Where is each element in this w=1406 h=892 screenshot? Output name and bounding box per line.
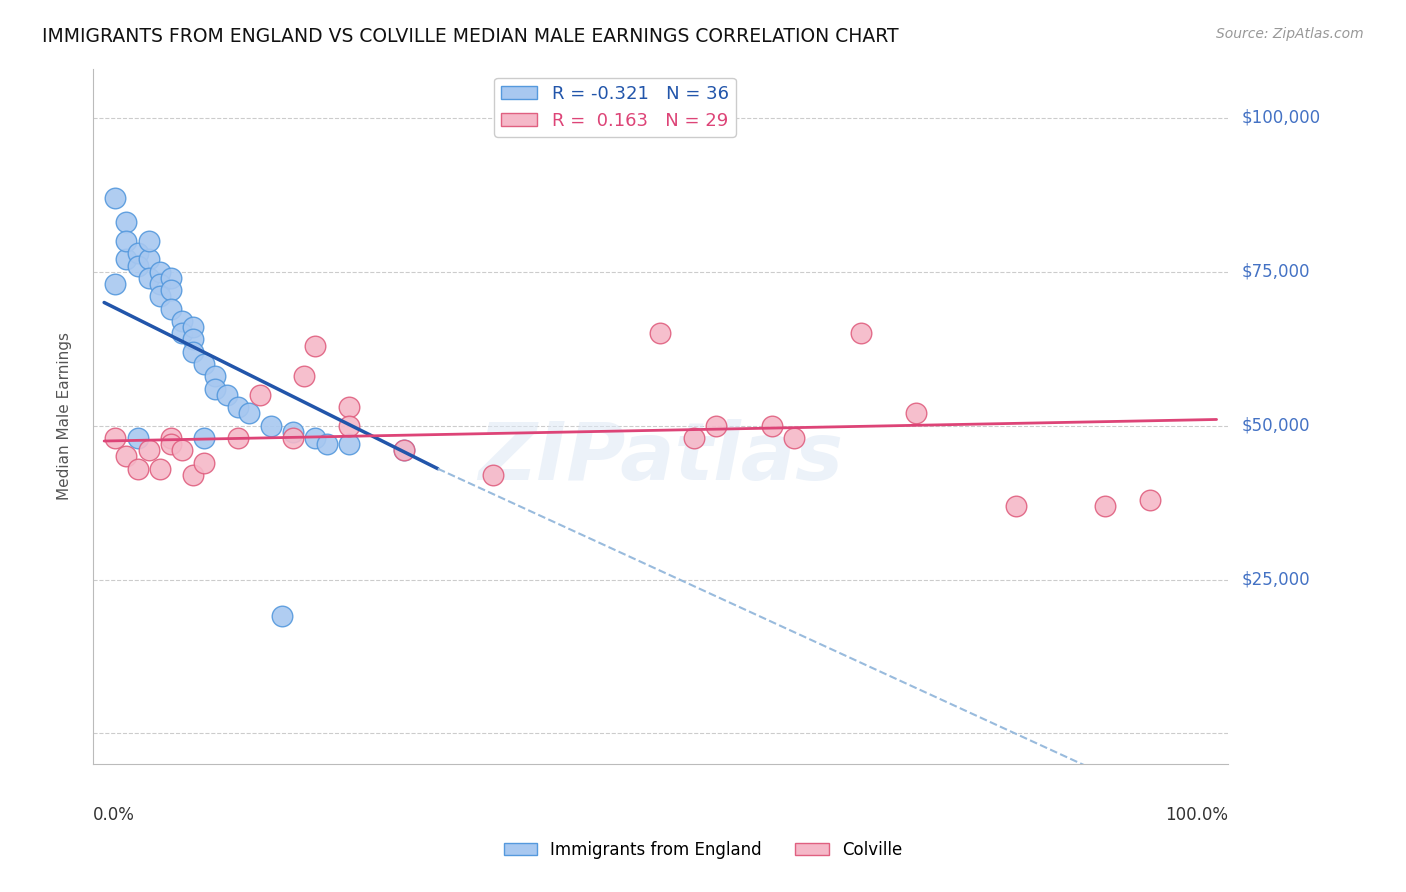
Point: [238, 406, 260, 420]
Point: [271, 609, 294, 624]
Point: [149, 461, 172, 475]
Text: 100.0%: 100.0%: [1164, 806, 1227, 824]
Point: [283, 431, 305, 445]
Point: [181, 333, 204, 347]
Point: [337, 418, 360, 433]
Text: $100,000: $100,000: [1241, 109, 1320, 127]
Point: [283, 425, 305, 439]
Point: [394, 443, 416, 458]
Point: [193, 456, 215, 470]
Point: [905, 406, 928, 420]
Point: [394, 443, 416, 458]
Point: [1139, 492, 1161, 507]
Point: [783, 431, 806, 445]
Point: [149, 277, 172, 291]
Text: IMMIGRANTS FROM ENGLAND VS COLVILLE MEDIAN MALE EARNINGS CORRELATION CHART: IMMIGRANTS FROM ENGLAND VS COLVILLE MEDI…: [42, 27, 898, 45]
Point: [160, 437, 183, 451]
Point: [127, 246, 149, 260]
Point: [181, 467, 204, 482]
Point: [160, 431, 183, 445]
Point: [160, 283, 183, 297]
Text: $25,000: $25,000: [1241, 571, 1310, 589]
Point: [249, 388, 271, 402]
Point: [1094, 499, 1116, 513]
Point: [315, 437, 337, 451]
Y-axis label: Median Male Earnings: Median Male Earnings: [58, 333, 72, 500]
Point: [704, 418, 727, 433]
Point: [226, 431, 249, 445]
Point: [138, 252, 160, 267]
Point: [204, 369, 226, 384]
Point: [181, 320, 204, 334]
Point: [682, 431, 704, 445]
Legend: R = -0.321   N = 36, R =  0.163   N = 29: R = -0.321 N = 36, R = 0.163 N = 29: [494, 78, 735, 137]
Text: 0.0%: 0.0%: [93, 806, 135, 824]
Point: [170, 314, 193, 328]
Point: [160, 301, 183, 316]
Point: [337, 437, 360, 451]
Point: [104, 277, 127, 291]
Point: [193, 431, 215, 445]
Point: [115, 234, 138, 248]
Point: [138, 271, 160, 285]
Point: [170, 443, 193, 458]
Point: [204, 382, 226, 396]
Point: [849, 326, 872, 341]
Point: [260, 418, 283, 433]
Point: [104, 431, 127, 445]
Point: [115, 215, 138, 229]
Text: Source: ZipAtlas.com: Source: ZipAtlas.com: [1216, 27, 1364, 41]
Point: [127, 259, 149, 273]
Point: [149, 289, 172, 303]
Text: ZIPatlas: ZIPatlas: [478, 419, 842, 497]
Point: [292, 369, 315, 384]
Text: $75,000: $75,000: [1241, 263, 1310, 281]
Point: [193, 357, 215, 371]
Point: [138, 234, 160, 248]
Point: [160, 271, 183, 285]
Point: [650, 326, 672, 341]
Point: [181, 344, 204, 359]
Point: [304, 338, 326, 352]
Point: [226, 400, 249, 414]
Point: [149, 265, 172, 279]
Text: $50,000: $50,000: [1241, 417, 1310, 434]
Point: [138, 443, 160, 458]
Point: [170, 326, 193, 341]
Point: [1005, 499, 1028, 513]
Point: [127, 431, 149, 445]
Point: [761, 418, 783, 433]
Point: [115, 450, 138, 464]
Point: [304, 431, 326, 445]
Point: [127, 461, 149, 475]
Point: [337, 400, 360, 414]
Point: [115, 252, 138, 267]
Point: [104, 191, 127, 205]
Legend: Immigrants from England, Colville: Immigrants from England, Colville: [498, 835, 908, 866]
Point: [215, 388, 238, 402]
Point: [482, 467, 505, 482]
